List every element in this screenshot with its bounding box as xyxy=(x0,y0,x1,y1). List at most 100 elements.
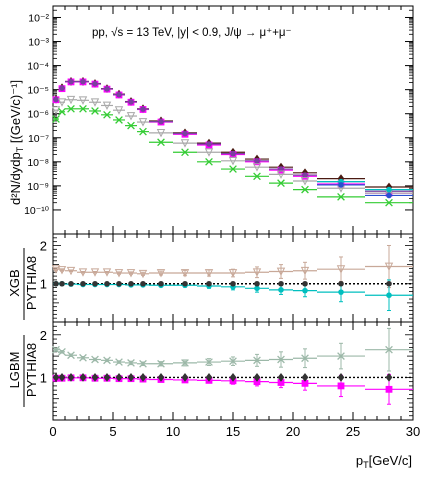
chart-title: pp, √s = 13 TeV, |y| < 0.9, J/ψ → μ⁺+μ⁻ xyxy=(92,26,292,39)
data-point xyxy=(229,357,237,366)
y-tick-label: 10⁻³ xyxy=(28,37,49,49)
series-0-6 xyxy=(317,182,413,199)
data-point xyxy=(67,372,75,382)
data-point xyxy=(228,156,238,166)
data-point xyxy=(302,280,308,287)
data-point xyxy=(205,157,213,166)
data-point xyxy=(337,192,345,201)
data-point xyxy=(157,372,165,382)
data-point xyxy=(140,280,146,287)
data-point xyxy=(91,107,99,115)
data-point xyxy=(58,347,66,356)
data-point xyxy=(68,78,74,85)
y-tick-label: 10⁻⁵ xyxy=(27,85,49,97)
data-point xyxy=(58,107,66,116)
series-2-2 xyxy=(52,372,393,382)
x-axis-label: pT[GeV/c] xyxy=(356,453,412,470)
data-point xyxy=(277,372,285,382)
data-point xyxy=(302,172,308,178)
data-point xyxy=(230,150,236,157)
y-tick-label: 10⁻¹⁰ xyxy=(24,205,50,217)
data-point xyxy=(156,269,166,278)
data-point xyxy=(254,158,260,164)
x-tick-label: 30 xyxy=(406,424,420,439)
data-point xyxy=(115,372,123,382)
data-point xyxy=(57,266,67,275)
data-point xyxy=(126,269,136,278)
data-point xyxy=(253,356,261,365)
data-point xyxy=(278,287,284,293)
data-point xyxy=(337,352,345,360)
series-1-2 xyxy=(53,280,392,287)
data-point xyxy=(79,372,87,382)
data-point xyxy=(91,355,99,364)
data-point xyxy=(158,118,164,125)
data-point xyxy=(337,372,345,382)
data-point xyxy=(114,269,124,278)
data-point xyxy=(138,118,148,127)
data-point xyxy=(301,379,309,387)
data-point xyxy=(52,372,60,382)
x-tick-label: 25 xyxy=(346,424,360,439)
y-tick-label: 10⁻⁴ xyxy=(27,61,49,73)
data-point xyxy=(336,265,346,274)
series-0-2 xyxy=(53,78,413,195)
xgb-label-denominator: PYTHIA8 xyxy=(24,256,39,310)
data-point xyxy=(157,359,165,368)
data-point xyxy=(58,372,66,382)
data-point xyxy=(301,354,309,363)
y-tick-label: 2 xyxy=(40,238,47,253)
lgbm-label-numerator: LGBM xyxy=(7,352,22,389)
data-point xyxy=(385,198,393,207)
data-point xyxy=(182,280,188,287)
data-point xyxy=(139,127,147,136)
data-point xyxy=(102,268,112,277)
data-point xyxy=(103,110,111,119)
data-point xyxy=(301,185,309,194)
data-point xyxy=(386,192,392,199)
data-point xyxy=(157,138,165,147)
data-point xyxy=(68,280,74,287)
data-point xyxy=(91,372,99,382)
data-point xyxy=(205,372,213,382)
data-point xyxy=(337,382,345,390)
data-point xyxy=(115,358,123,366)
data-point xyxy=(229,372,237,382)
data-point xyxy=(182,130,188,137)
data-point xyxy=(385,372,393,382)
data-point xyxy=(90,268,100,277)
data-point xyxy=(156,128,166,138)
x-tick-label: 0 xyxy=(49,424,56,439)
data-point xyxy=(253,172,261,181)
data-point xyxy=(138,269,148,279)
data-point xyxy=(115,116,123,124)
data-point xyxy=(277,379,285,386)
data-point xyxy=(66,95,76,105)
data-point xyxy=(252,268,262,277)
data-point xyxy=(386,280,392,287)
data-point xyxy=(78,268,88,277)
data-point xyxy=(139,372,147,382)
data-point xyxy=(67,104,75,113)
data-point xyxy=(300,266,310,276)
data-point xyxy=(338,280,344,287)
xgb-ratio-y-axis-label: XGB PYTHIA8 xyxy=(7,248,39,320)
data-point xyxy=(51,265,61,274)
lgbm-label-denominator: PYTHIA8 xyxy=(24,343,39,397)
data-point xyxy=(206,141,212,147)
data-point xyxy=(51,106,61,115)
y-tick-label: 1 xyxy=(40,277,47,292)
y-tick-label: 10⁻⁸ xyxy=(27,157,49,169)
data-point xyxy=(67,351,75,360)
data-point xyxy=(278,280,284,287)
data-point xyxy=(204,148,214,157)
data-point xyxy=(181,148,189,157)
data-point xyxy=(52,115,60,123)
data-point xyxy=(338,182,344,188)
data-point xyxy=(127,359,135,367)
data-point xyxy=(206,280,212,287)
data-point xyxy=(80,280,86,287)
data-point xyxy=(386,186,392,193)
data-point xyxy=(181,372,189,382)
